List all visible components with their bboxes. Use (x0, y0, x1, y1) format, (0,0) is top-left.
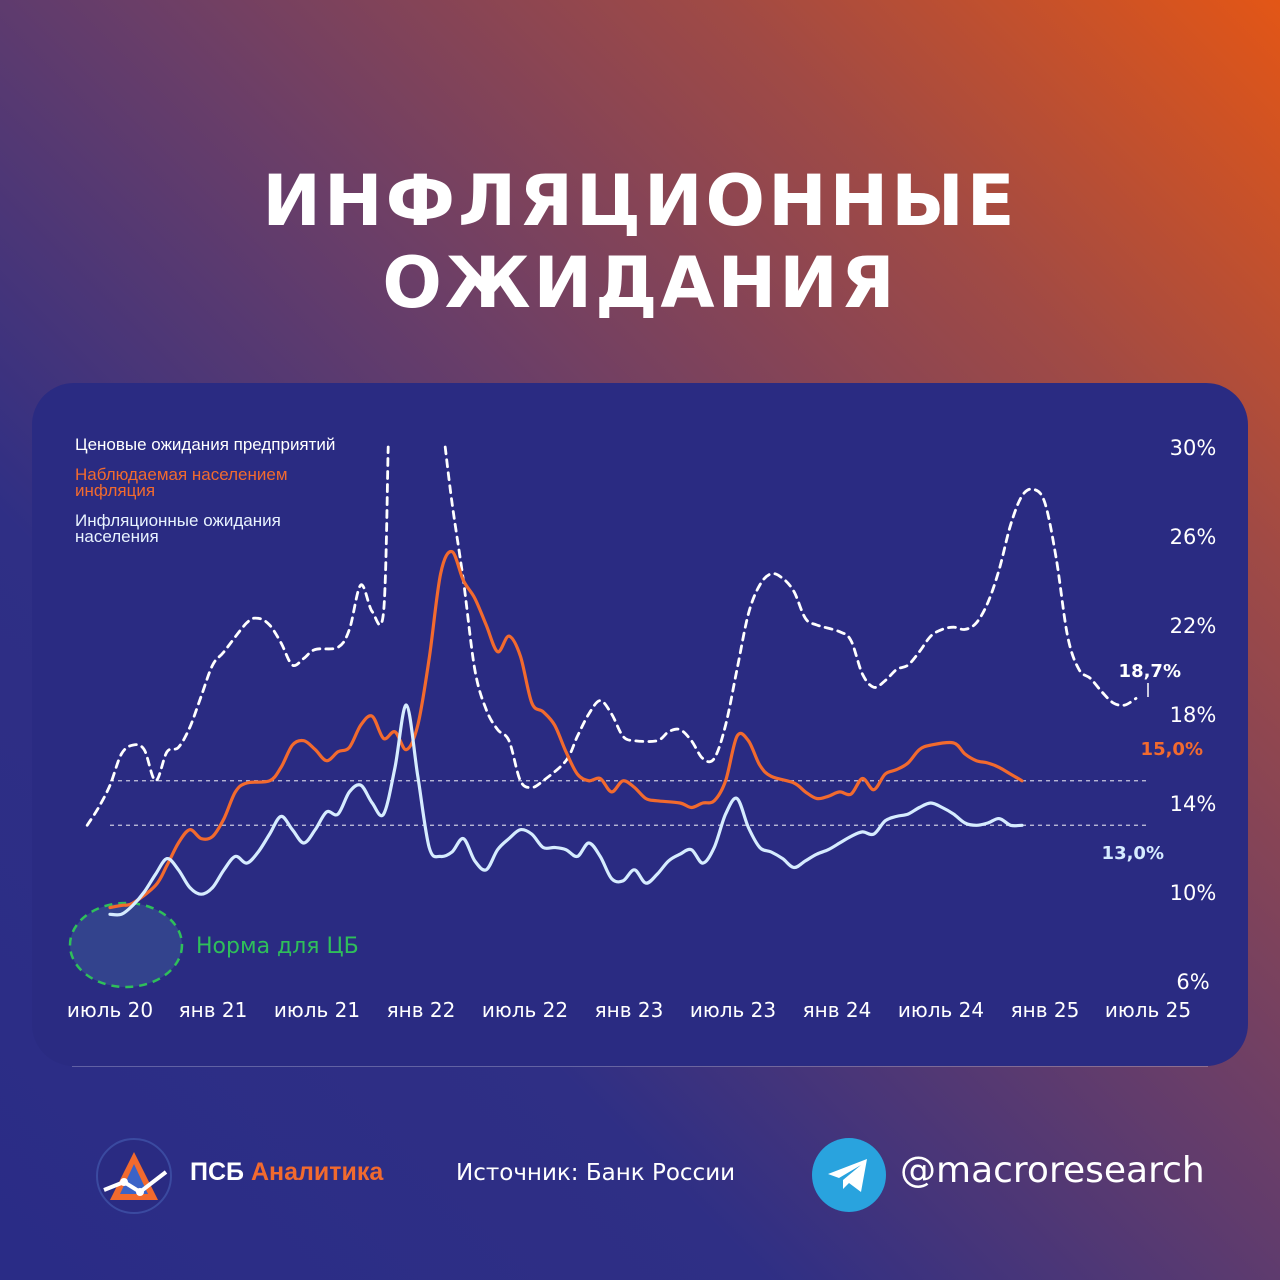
x-tick-label-8: июль 24 (898, 998, 984, 1022)
series-business-expectations-line-0 (85, 445, 390, 827)
x-tick-label-4: июль 22 (482, 998, 568, 1022)
x-tick-label-1: янв 21 (179, 998, 248, 1022)
brand-part1: ПСБ (190, 1158, 244, 1186)
series-household-expectations-line-0 (108, 703, 1024, 917)
telegram-handle[interactable]: @macroresearch (900, 1150, 1205, 1191)
series-observed-inflation-line-0 (108, 549, 1024, 910)
telegram-icon[interactable] (812, 1138, 886, 1212)
x-tick-label-3: янв 22 (387, 998, 456, 1022)
legend-expected: Инфляционные ожидания населения (75, 511, 281, 546)
source-note: Источник: Банк России (456, 1160, 736, 1186)
x-tick-label-10: июль 25 (1105, 998, 1191, 1022)
brand-part2: Аналитика (250, 1158, 384, 1186)
psb-analytics-logo-icon (96, 1138, 172, 1214)
chart-card (32, 383, 1248, 1066)
last-value-expected: 13,0% (1102, 843, 1164, 864)
y-tick-label-4: 14% (1170, 792, 1217, 816)
y-tick-label-1: 26% (1170, 525, 1217, 549)
last-value-business: 18,7% (1119, 661, 1181, 682)
y-tick-label-0: 30% (1170, 436, 1217, 460)
norm-zone-ellipse (68, 901, 184, 989)
y-tick-label-5: 10% (1170, 881, 1217, 905)
footer-divider (72, 1066, 1208, 1067)
x-tick-label-0: июль 20 (67, 998, 153, 1022)
y-tick-label-6: 6% (1176, 970, 1209, 994)
page-title: ИНФЛЯЦИОННЫЕ ОЖИДАНИЯ (262, 160, 1018, 324)
series-business-expectations-line-1 (443, 445, 1138, 789)
y-tick-label-2: 22% (1170, 614, 1217, 638)
legend-business: Ценовые ожидания предприятий (75, 435, 336, 454)
x-tick-label-9: янв 25 (1011, 998, 1080, 1022)
last-value-observed: 15,0% (1141, 739, 1203, 760)
x-tick-label-2: июль 21 (274, 998, 360, 1022)
legend-observed: Наблюдаемая населением инфляция (75, 465, 288, 500)
y-tick-label-3: 18% (1170, 703, 1217, 727)
x-tick-label-6: июль 23 (690, 998, 776, 1022)
norm-label: Норма для ЦБ (196, 934, 359, 959)
x-tick-label-5: янв 23 (595, 998, 664, 1022)
chart-legend: Ценовые ожидания предприятий Наблюдаемая… (75, 435, 345, 559)
brand-name: ПСБ Аналитика (190, 1158, 383, 1187)
x-tick-label-7: янв 24 (803, 998, 872, 1022)
